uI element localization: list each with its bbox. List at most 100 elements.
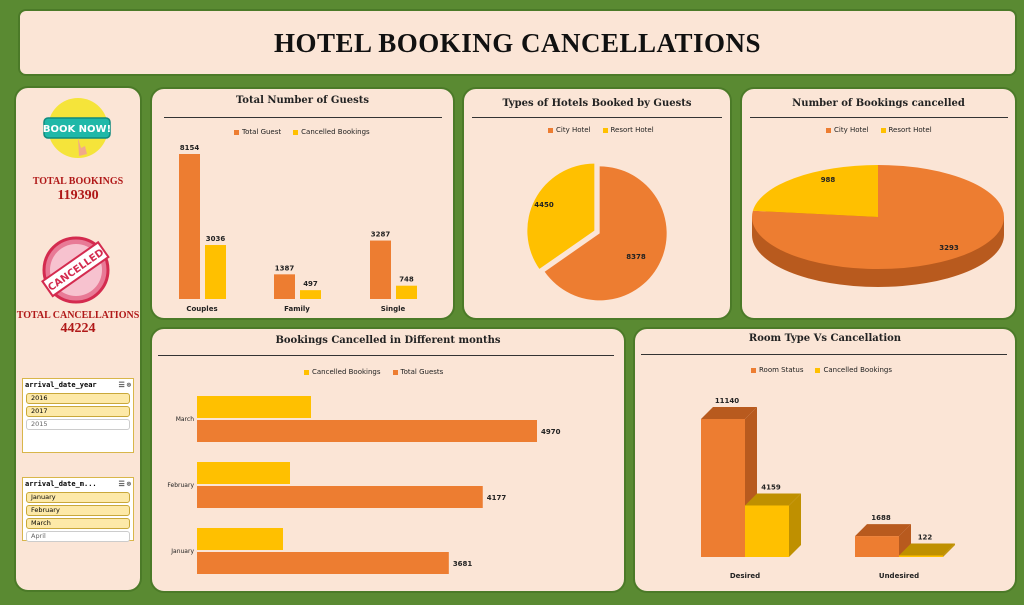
guests-chart-panel: Total Number of Guests Total Guest Cance…: [150, 87, 455, 320]
bar: [197, 462, 290, 484]
bar: [745, 505, 789, 557]
year-slicer-header: arrival_date_year: [25, 381, 97, 389]
clear-filter-icon[interactable]: ⊗: [126, 480, 131, 488]
month-slicer-item[interactable]: April: [26, 531, 130, 542]
bar-side: [943, 543, 955, 557]
legend-cancelled-bookings: Cancelled Bookings: [823, 366, 892, 374]
legend-room-status: Room Status: [759, 366, 804, 374]
data-label: 1387: [275, 264, 295, 272]
monthly-chart-panel: Bookings Cancelled in Different months C…: [150, 327, 626, 593]
x-tick-label: Family: [284, 305, 310, 313]
legend-total-guest: Total Guest: [242, 128, 282, 136]
data-label: 8378: [626, 253, 646, 261]
total-bookings-value: 119390: [57, 188, 99, 203]
bar-top: [745, 493, 801, 506]
bar: [396, 285, 417, 299]
monthly-chart-title: Bookings Cancelled in Different months: [275, 335, 501, 346]
bar-top: [855, 524, 911, 537]
bar-top: [701, 407, 757, 419]
legend-total-guests: Total Guests: [400, 368, 444, 376]
cancelled-bookings-chart-panel: Number of Bookings cancelled City Hotel …: [740, 87, 1017, 320]
bar: [205, 245, 226, 299]
bar: [197, 552, 449, 574]
year-slicer-item[interactable]: 2016: [26, 393, 130, 404]
year-slicer-item[interactable]: 2017: [26, 406, 130, 417]
x-tick-label: Undesired: [879, 572, 919, 580]
cancelled-bookings-legend: City Hotel Resort Hotel: [826, 126, 932, 134]
month-slicer-item[interactable]: March: [26, 518, 130, 529]
data-label: 3293: [939, 244, 959, 252]
y-tick-label: March: [176, 416, 194, 423]
data-label: 122: [918, 533, 933, 541]
hotel-types-legend: City Hotel Resort Hotel: [548, 126, 654, 134]
page-title: HOTEL BOOKING CANCELLATIONS: [273, 28, 762, 58]
y-tick-label: February: [167, 482, 194, 489]
cancelled-stamp-icon: CANCELLED: [41, 236, 110, 304]
hotel-types-chart-title: Types of Hotels Booked by Guests: [502, 98, 692, 109]
legend-resort-hotel: Resort Hotel: [888, 126, 932, 134]
bar: [197, 486, 483, 508]
sidebar-graphics: BOOK NOW! CANCELLED: [41, 98, 111, 304]
data-label: 4450: [534, 201, 554, 209]
monthly-chart-legend: Cancelled Bookings Total Guests: [304, 368, 443, 376]
guests-chart: 8154 3036 Couples 1387 497 Family 3287 748 Singl…: [179, 144, 417, 313]
month-slicer[interactable]: arrival_date_m... ☰ ⊗ January February Ma…: [22, 477, 134, 542]
sidebar: BOOK NOW! CANCELLED TOTAL BOOKINGS 11939…: [14, 86, 142, 592]
bar: [179, 154, 200, 299]
data-label: 3287: [371, 231, 391, 239]
data-label: 11140: [715, 397, 739, 405]
year-slicer-item[interactable]: 2015: [26, 419, 130, 430]
multi-select-icon[interactable]: ☰: [118, 381, 125, 389]
bar: [197, 396, 311, 418]
bar: [370, 240, 391, 299]
total-cancellations-value: 44224: [60, 321, 96, 336]
bar: [197, 420, 537, 442]
pie-slice: [752, 165, 878, 217]
data-label: 4177: [487, 494, 507, 502]
bar: [899, 555, 943, 557]
x-tick-label: Couples: [186, 305, 217, 313]
bar: [197, 528, 283, 550]
hotel-types-chart: 8378 4450: [527, 163, 667, 301]
legend-cancelled-bookings: Cancelled Bookings: [312, 368, 381, 376]
month-slicer-item[interactable]: January: [26, 492, 130, 503]
book-now-text: BOOK NOW!: [43, 124, 111, 135]
x-tick-label: Single: [381, 305, 406, 313]
data-label: 748: [399, 276, 414, 284]
total-cancellations-label: TOTAL CANCELLATIONS: [16, 310, 140, 321]
title-bar: HOTEL BOOKING CANCELLATIONS: [18, 9, 1017, 76]
pie-slice: [544, 166, 667, 301]
y-tick-label: January: [170, 548, 194, 555]
x-tick-label: Desired: [730, 572, 760, 580]
data-label: 1688: [871, 514, 891, 522]
month-slicer-header: arrival_date_m...: [25, 480, 97, 488]
data-label: 988: [821, 176, 836, 184]
monthly-chart: March 4970 February 4177 January 3681: [167, 396, 561, 574]
bar: [855, 536, 899, 557]
legend-city-hotel: City Hotel: [834, 126, 869, 134]
room-type-chart-panel: Room Type Vs Cancellation Room Status Ca…: [633, 327, 1017, 593]
total-bookings-label: TOTAL BOOKINGS: [32, 176, 124, 187]
bar-side: [789, 493, 801, 557]
pie-slice: [527, 163, 595, 269]
guests-chart-legend: Total Guest Cancelled Bookings: [234, 128, 370, 136]
month-slicer-item[interactable]: February: [26, 505, 130, 516]
legend-city-hotel: City Hotel: [556, 126, 591, 134]
room-type-chart-legend: Room Status Cancelled Bookings: [751, 366, 892, 374]
bar: [300, 290, 321, 299]
clear-filter-icon[interactable]: ⊗: [126, 381, 131, 389]
multi-select-icon[interactable]: ☰: [118, 480, 125, 488]
data-label: 3681: [453, 560, 473, 568]
book-now-icon: BOOK NOW!: [43, 98, 111, 158]
hotel-types-chart-panel: Types of Hotels Booked by Guests City Ho…: [462, 87, 732, 320]
room-type-chart: 11140 4159 Desired 1688 122 Undesired: [701, 397, 955, 580]
year-slicer[interactable]: arrival_date_year ☰ ⊗ 2016 2017 2015: [22, 378, 134, 453]
cancelled-bookings-chart: 3293 988: [752, 165, 1004, 287]
data-label: 8154: [180, 144, 200, 152]
legend-resort-hotel: Resort Hotel: [610, 126, 654, 134]
bar-side: [899, 524, 911, 557]
data-label: 497: [303, 280, 318, 288]
guests-chart-title: Total Number of Guests: [236, 95, 369, 106]
bar-top: [899, 543, 955, 556]
data-label: 4970: [541, 428, 561, 436]
